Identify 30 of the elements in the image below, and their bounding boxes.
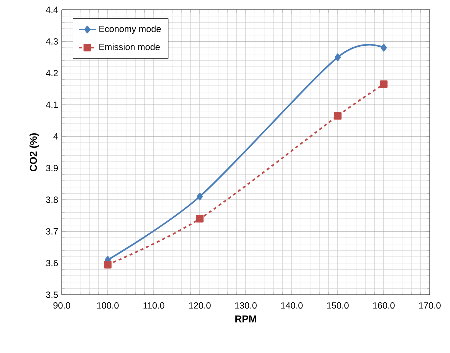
legend-label: Emission mode xyxy=(100,44,160,50)
x-tick-label: 90.0 xyxy=(54,302,70,309)
point xyxy=(196,215,204,223)
x-tick-label: 110.0 xyxy=(144,302,165,309)
y-tick-label: 3.7 xyxy=(46,228,58,235)
y-tick-label: 3.9 xyxy=(46,165,58,172)
y-tick-label: 3.5 xyxy=(46,292,58,298)
y-axis-title: CO2 (%) xyxy=(30,134,40,172)
point xyxy=(196,193,204,201)
point xyxy=(380,44,388,52)
x-tick-label: 100.0 xyxy=(97,302,119,309)
point xyxy=(334,54,342,62)
x-tick-label: 130.0 xyxy=(235,302,257,309)
y-tick-label: 4.3 xyxy=(46,38,58,45)
legend-label: Economy mode xyxy=(100,26,162,34)
x-tick-label: 170.0 xyxy=(419,302,441,309)
point xyxy=(334,112,342,120)
x-tick-label: 120.0 xyxy=(189,302,211,309)
y-tick-label: 4.1 xyxy=(46,102,58,108)
y-tick-label: 4 xyxy=(54,134,58,140)
x-tick-label: 150.0 xyxy=(327,302,349,309)
y-tick-label: 3.8 xyxy=(46,196,58,204)
x-tick-label: 140.0 xyxy=(281,302,303,309)
y-tick-label: 3.6 xyxy=(46,260,58,267)
x-axis-title: RPM xyxy=(236,316,256,323)
y-tick-label: 4.2 xyxy=(46,70,58,76)
point xyxy=(380,80,388,88)
y-tick-label: 4.4 xyxy=(46,6,58,14)
x-tick-label: 160.0 xyxy=(373,302,395,309)
point xyxy=(104,261,112,269)
